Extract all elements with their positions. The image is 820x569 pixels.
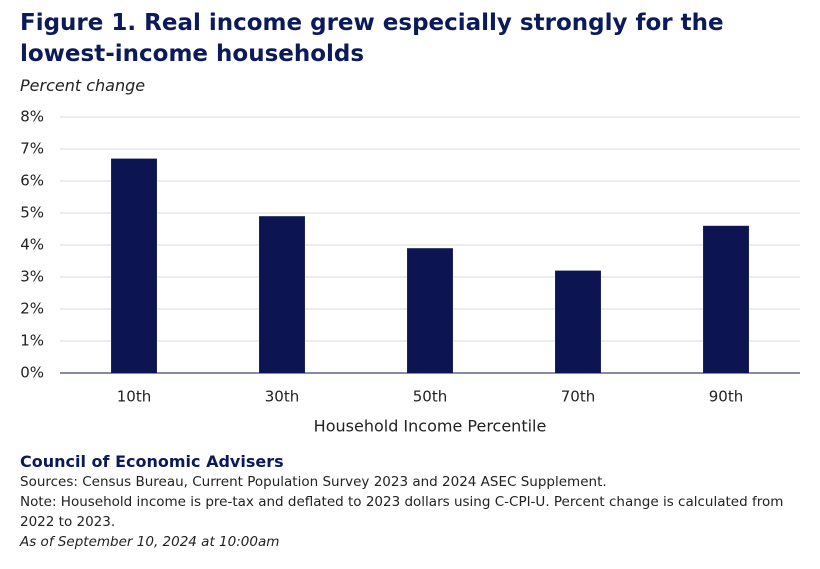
x-axis-label: Household Income Percentile [314,417,547,436]
y-tick-label: 4% [20,236,44,254]
note: Note: Household income is pre-tax and de… [20,494,784,530]
credit: Council of Economic Advisers [20,452,284,471]
x-tick-label: 30th [265,388,299,406]
bar [703,225,749,373]
y-tick-label: 3% [20,268,44,286]
footer: Council of Economic Advisers Sources: Ce… [20,452,790,552]
chart-subtitle: Percent change [20,76,146,95]
x-tick-label: 50th [413,388,447,406]
y-tick-label: 8% [20,108,44,126]
bar [407,248,453,373]
x-tick-label: 10th [117,388,151,406]
date: As of September 10, 2024 at 10:00am [20,534,280,550]
y-tick-label: 0% [20,364,44,382]
sources: Sources: Census Bureau, Current Populati… [20,474,607,490]
x-tick-label: 90th [709,388,743,406]
bar [555,270,601,373]
bar [259,216,305,373]
chart: Household Income Percentile 0% 1% 2% 3% 4% 5%… [20,108,800,436]
y-tick-label: 6% [20,172,44,190]
bar [111,158,157,373]
x-tick-label: 70th [561,388,595,406]
y-tick-label: 7% [20,140,44,158]
y-tick-label: 2% [20,300,44,318]
y-tick-label: 5% [20,204,44,222]
y-tick-label: 1% [20,332,44,350]
chart-title: Figure 1. Real income grew especially st… [20,10,724,67]
